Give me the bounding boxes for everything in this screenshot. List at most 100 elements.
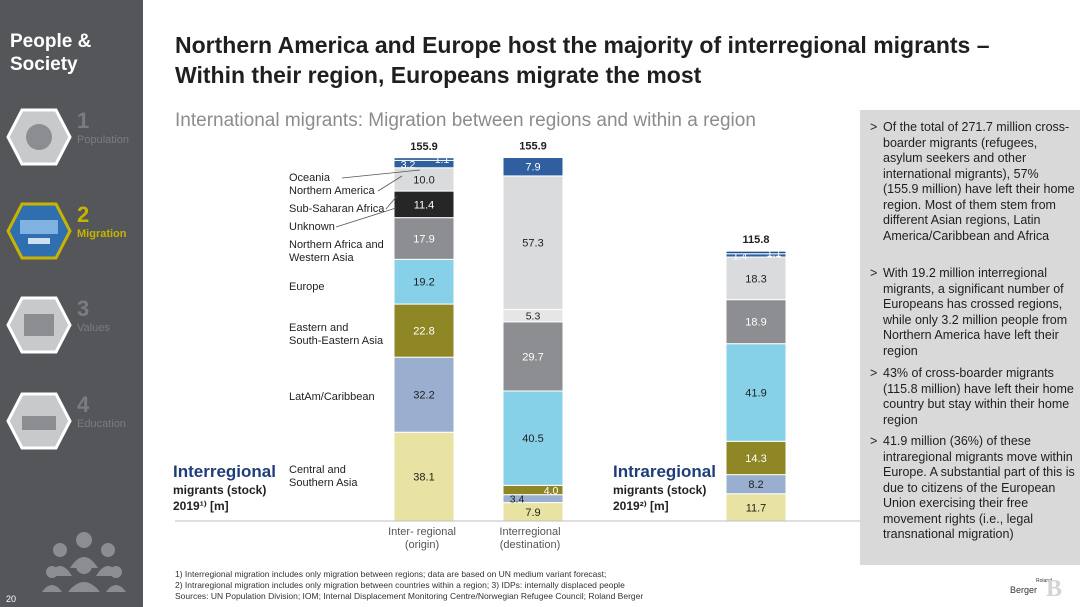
- data-label: 3.4: [510, 494, 525, 506]
- sidebar-item-values[interactable]: 3 Values: [6, 296, 143, 366]
- data-label: 1.1: [767, 247, 782, 259]
- data-label: 19.2: [413, 277, 434, 289]
- category-label: Oceania: [289, 172, 330, 184]
- data-label: 40.5: [522, 433, 543, 445]
- category-label: Northern Africa and Western Asia: [289, 239, 384, 264]
- arrow-bullet-icon: >: [870, 434, 878, 448]
- page-number: 20: [6, 594, 17, 604]
- migration-icon: [6, 202, 72, 260]
- sidebar-item-number: 1: [77, 108, 90, 133]
- data-label: 5.3: [526, 311, 541, 323]
- sidebar-item-label: Education: [77, 418, 126, 430]
- section-title: People & Society: [10, 30, 91, 76]
- page-subtitle: International migrants: Migration betwee…: [175, 110, 756, 131]
- finding-3: > 43% of cross-boarder migrants (115.8 m…: [870, 366, 1075, 428]
- bar-segment: [393, 157, 455, 161]
- interregional-label: Interregional migrants (stock) 2019¹⁾ [m…: [173, 462, 276, 514]
- sidebar: People & Society 1 Population 2 Migratio…: [0, 0, 143, 607]
- bar-segment: [725, 343, 787, 442]
- bar-total-label: 115.8: [743, 234, 770, 246]
- sidebar-item-number: 3: [77, 296, 90, 321]
- bar-segment: [393, 431, 455, 522]
- arrow-bullet-icon: >: [870, 366, 878, 380]
- data-label: 3.2: [401, 159, 416, 171]
- finding-text: With 19.2 million interregional migrants…: [883, 266, 1068, 358]
- data-label: 1.1: [435, 154, 450, 166]
- category-label: Central and Southern Asia: [289, 464, 358, 489]
- footnote-sources: Sources: UN Population Division; IOM; In…: [175, 591, 644, 601]
- data-label: 18.9: [745, 317, 766, 329]
- category-label: Northern America: [289, 185, 375, 197]
- data-label: 11.4: [414, 199, 435, 211]
- footnotes: 1) Interregional migration includes only…: [175, 569, 643, 602]
- logo-small-text: Roland: [1036, 578, 1052, 584]
- sidebar-item-label: Population: [77, 134, 129, 146]
- data-label: 11.7: [746, 502, 767, 514]
- logo-big-text: Berger: [1010, 585, 1038, 595]
- category-label: Eastern and South-Eastern Asia: [289, 322, 384, 347]
- bar-total-label: 155.9: [410, 141, 438, 153]
- axis-category-origin: Inter- regional (origin): [388, 526, 456, 551]
- data-label: 38.1: [413, 472, 434, 484]
- intraregional-label: Intraregional migrants (stock) 2019²⁾ [m…: [613, 462, 716, 514]
- key-findings-panel: > Of the total of 271.7 million cross-bo…: [860, 110, 1080, 565]
- intraregional-title: Intraregional: [613, 462, 716, 481]
- interregional-subtitle: migrants (stock) 2019¹⁾ [m]: [173, 483, 267, 513]
- connector-line: [385, 195, 398, 210]
- category-label: Europe: [289, 281, 325, 293]
- population-icon: [6, 108, 72, 166]
- connector-line: [377, 175, 403, 192]
- data-label: 22.8: [413, 326, 434, 338]
- arrow-bullet-icon: >: [870, 266, 878, 280]
- data-label: 10.0: [413, 174, 434, 186]
- data-label: 17.9: [413, 233, 434, 245]
- connector-line: [341, 169, 421, 179]
- data-label: 32.2: [413, 390, 434, 402]
- page-title: Northern America and Europe host the maj…: [175, 32, 990, 88]
- finding-4: > 41.9 million (36%) of these intraregio…: [870, 434, 1075, 543]
- sidebar-item-education[interactable]: 4 Education: [6, 392, 143, 462]
- finding-1: > Of the total of 271.7 million cross-bo…: [870, 120, 1075, 244]
- finding-text: 43% of cross-boarder migrants (115.8 mil…: [883, 366, 1074, 427]
- bar-segment: [502, 157, 564, 177]
- sidebar-item-population[interactable]: 1 Population: [6, 108, 143, 178]
- data-label: 14.3: [745, 453, 766, 465]
- footnote-1: 1) Interregional migration includes only…: [175, 569, 607, 579]
- footnote-2: 2) Intraregional migration includes only…: [175, 580, 625, 590]
- data-label: 8.2: [748, 479, 763, 491]
- finding-2: > With 19.2 million interregional migran…: [870, 266, 1075, 359]
- interregional-title: Interregional: [173, 462, 276, 481]
- intraregional-subtitle: migrants (stock) 2019²⁾ [m]: [613, 483, 707, 513]
- bar-segment: [725, 493, 787, 522]
- bar-segment: [725, 299, 787, 345]
- education-icon: [6, 392, 72, 450]
- data-label: 18.3: [745, 273, 766, 285]
- arrow-bullet-icon: >: [870, 120, 878, 134]
- sidebar-item-migration[interactable]: 2 Migration: [6, 202, 143, 272]
- sidebar-item-label: Values: [77, 322, 110, 334]
- logo-b-mark: B: [1046, 576, 1063, 602]
- data-label: 57.3: [522, 238, 543, 250]
- category-label: Unknown: [289, 221, 335, 233]
- bar-total-label: 155.9: [519, 141, 547, 153]
- bar-segment: [725, 250, 787, 255]
- bar-group: 38.132.222.819.217.911.410.03.2 1.1155.97…: [393, 141, 787, 522]
- values-icon: [6, 296, 72, 354]
- data-label: 29.7: [522, 351, 543, 363]
- label-connectors: [335, 169, 421, 228]
- data-label: 7.9: [525, 162, 540, 174]
- data-label: 41.9: [745, 388, 766, 400]
- bar-segment: [725, 256, 787, 301]
- axis-category-destination: Interregional (destination): [499, 526, 561, 551]
- bar-segment: [502, 321, 564, 392]
- sidebar-item-number: 4: [77, 392, 90, 417]
- finding-text: 41.9 million (36%) of these intraregiona…: [883, 434, 1075, 541]
- sidebar-item-label: Migration: [77, 228, 127, 240]
- category-label: LatAm/Caribbean: [289, 391, 375, 403]
- category-label: Sub-Saharan Africa: [289, 203, 385, 215]
- bar-segment: [502, 390, 564, 486]
- people-group-icon: [42, 532, 126, 592]
- bar-segment: [393, 190, 455, 219]
- bar-segment: [393, 303, 455, 358]
